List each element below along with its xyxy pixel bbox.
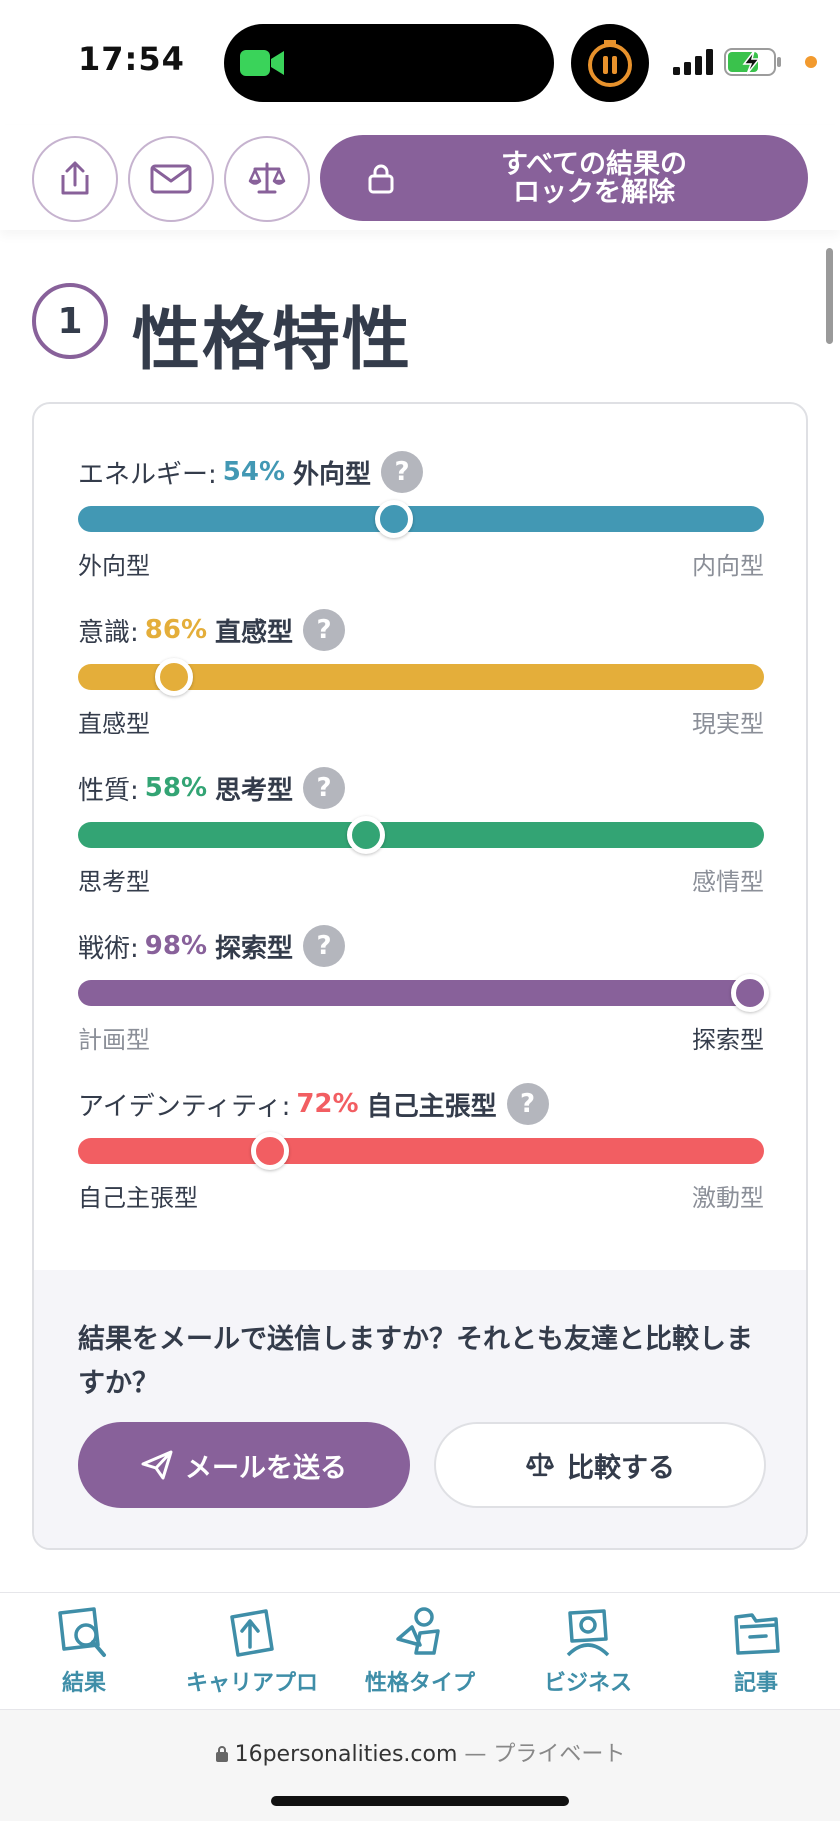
nav-business[interactable]: ビジネス bbox=[504, 1605, 672, 1705]
trait-right-label: 現実型 bbox=[692, 710, 764, 738]
trait-left-label: 思考型 bbox=[78, 868, 150, 896]
nav-personality-types[interactable]: 性格タイプ bbox=[336, 1605, 504, 1705]
url-text: 16personalities.com — プライベート bbox=[0, 1736, 840, 1768]
trait-energy: エネルギー: 54% 外向型 ? 外向型 内向型 bbox=[34, 450, 806, 600]
trait-right-label: 感情型 bbox=[692, 868, 764, 896]
share-results-panel: 結果をメールで送信しますか？それとも友達と比較しますか？ メールを送る 比較する bbox=[34, 1270, 806, 1548]
action-toolbar: すべての結果の ロックを解除 bbox=[0, 125, 840, 230]
home-indicator[interactable] bbox=[271, 1796, 569, 1806]
business-icon bbox=[566, 1609, 610, 1657]
url-private-label: — プライベート bbox=[464, 1742, 626, 1767]
dynamic-island bbox=[224, 24, 554, 102]
nav-label: キャリアプロ bbox=[185, 1671, 318, 1696]
trait-slider-knob bbox=[374, 500, 413, 538]
trait-left-label: 直感型 bbox=[78, 710, 150, 738]
status-bar: 17:54 bbox=[0, 0, 840, 125]
trait-identity: アイデンティティ: 72% 自己主張型 ? 自己主張型 激動型 bbox=[34, 1082, 806, 1232]
trait-label: アイデンティティ: 72% 自己主張型 ? bbox=[78, 1082, 549, 1126]
unlock-label: すべての結果の ロックを解除 bbox=[500, 149, 688, 208]
help-icon[interactable]: ? bbox=[506, 1083, 549, 1125]
send-email-label: メールを送る bbox=[185, 1452, 347, 1484]
compare-label: 比較する bbox=[567, 1452, 675, 1484]
unlock-all-results-button[interactable]: すべての結果の ロックを解除 bbox=[320, 135, 808, 221]
trait-bar bbox=[78, 658, 764, 696]
trait-left-label: 自己主張型 bbox=[78, 1184, 198, 1212]
trait-label: 意識: 86% 直感型 ? bbox=[78, 608, 346, 652]
help-icon[interactable]: ? bbox=[303, 925, 346, 967]
trait-left-label: 外向型 bbox=[78, 552, 150, 580]
articles-icon bbox=[734, 1613, 780, 1655]
help-icon[interactable]: ? bbox=[381, 451, 424, 493]
bottom-navigation: 結果 キャリアプロ 性格タイプ ビジネス 記事 bbox=[0, 1592, 840, 1710]
trait-bar bbox=[78, 500, 764, 538]
trait-bar bbox=[78, 816, 764, 854]
compare-friends-button[interactable]: 比較する bbox=[434, 1422, 766, 1508]
help-icon[interactable]: ? bbox=[303, 767, 346, 809]
browser-url-bar[interactable]: 16personalities.com — プライベート bbox=[0, 1710, 840, 1821]
trait-right-label: 激動型 bbox=[692, 1184, 764, 1212]
nav-label: ビジネス bbox=[543, 1671, 632, 1696]
trait-right-label: 内向型 bbox=[692, 552, 764, 580]
personality-types-icon bbox=[396, 1607, 440, 1655]
share-icon bbox=[61, 161, 89, 195]
trait-slider-knob bbox=[155, 658, 194, 696]
url-domain: 16personalities.com bbox=[234, 1742, 458, 1767]
scale-icon bbox=[248, 162, 286, 194]
nav-career[interactable]: キャリアプロ bbox=[168, 1605, 336, 1705]
battery-charging-icon bbox=[724, 48, 781, 76]
page-title: 性格特性 bbox=[132, 301, 413, 380]
section-number: 1 bbox=[32, 283, 108, 359]
trait-nature: 性質: 58% 思考型 ? 思考型 感情型 bbox=[34, 766, 806, 916]
scale-icon bbox=[526, 1452, 554, 1477]
results-icon bbox=[58, 1607, 106, 1657]
send-email-button[interactable]: メールを送る bbox=[78, 1422, 410, 1508]
compare-button[interactable] bbox=[224, 136, 310, 222]
nav-label: 性格タイプ bbox=[364, 1671, 475, 1696]
lock-icon bbox=[215, 1746, 228, 1762]
help-icon[interactable]: ? bbox=[303, 609, 346, 651]
traits-card: エネルギー: 54% 外向型 ? 外向型 内向型 意識: 86% 直感型 ? 直… bbox=[32, 402, 808, 1550]
share-button[interactable] bbox=[32, 136, 118, 222]
trait-mind: 意識: 86% 直感型 ? 直感型 現実型 bbox=[34, 608, 806, 758]
signal-icon bbox=[673, 49, 713, 75]
trait-slider-knob bbox=[347, 816, 386, 854]
facetime-camera-icon bbox=[240, 50, 284, 76]
trait-label: エネルギー: 54% 外向型 ? bbox=[78, 450, 424, 494]
status-time: 17:54 bbox=[78, 40, 185, 78]
timer-indicator bbox=[571, 24, 649, 102]
privacy-indicator-dot bbox=[805, 56, 817, 68]
nav-results[interactable]: 結果 bbox=[0, 1605, 168, 1705]
nav-label: 記事 bbox=[733, 1671, 778, 1696]
trait-tactics: 戦術: 98% 探索型 ? 計画型 探索型 bbox=[34, 924, 806, 1074]
trait-label: 性質: 58% 思考型 ? bbox=[78, 766, 346, 810]
trait-bar bbox=[78, 1132, 764, 1170]
trait-bar bbox=[78, 974, 770, 1012]
nav-articles[interactable]: 記事 bbox=[672, 1605, 840, 1705]
trait-label: 戦術: 98% 探索型 ? bbox=[78, 924, 346, 968]
trait-slider-knob bbox=[731, 974, 770, 1012]
trait-slider-knob bbox=[251, 1132, 290, 1170]
lock-icon bbox=[368, 164, 394, 194]
trait-left-label: 計画型 bbox=[78, 1026, 150, 1054]
mail-icon bbox=[150, 164, 192, 194]
nav-label: 結果 bbox=[61, 1671, 106, 1696]
share-question: 結果をメールで送信しますか？それとも友達と比較しますか？ bbox=[78, 1324, 753, 1399]
trait-right-label: 探索型 bbox=[692, 1026, 764, 1054]
timer-icon bbox=[588, 40, 632, 87]
page-scrollbar[interactable] bbox=[826, 248, 833, 344]
paper-plane-icon bbox=[141, 1450, 173, 1480]
career-icon bbox=[230, 1609, 274, 1657]
email-button[interactable] bbox=[128, 136, 214, 222]
